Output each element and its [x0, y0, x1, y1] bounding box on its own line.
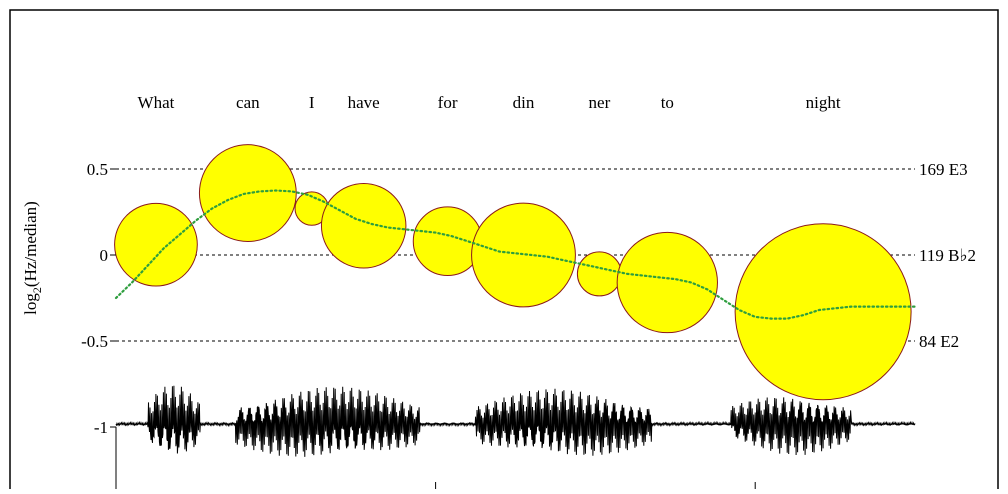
syllable-circle	[616, 231, 718, 334]
word-label: can	[236, 93, 260, 112]
y-tick-label: 0	[100, 246, 109, 265]
y-axis-title: log2(Hz/median)	[21, 201, 44, 315]
syllable-circle	[320, 183, 407, 269]
pitch-contour	[114, 189, 917, 320]
syllable-circle	[734, 223, 912, 401]
syllable-circles	[114, 144, 912, 401]
waveform-trace	[115, 385, 916, 457]
y-tick-label: -0.5	[81, 332, 108, 351]
reference-label: 84 E2	[919, 332, 959, 351]
y-tick-label: -1	[94, 418, 108, 437]
figure-frame	[9, 9, 999, 494]
pitch-contour-line	[114, 189, 917, 320]
word-label: to	[661, 93, 674, 112]
word-label: I	[309, 93, 315, 112]
syllable-circle	[576, 251, 622, 297]
word-label: for	[438, 93, 458, 112]
reference-label: 169 E3	[919, 160, 968, 179]
syllable-circle	[412, 206, 483, 277]
word-label: What	[138, 93, 175, 112]
word-label: din	[513, 93, 535, 112]
word-label: night	[806, 93, 841, 112]
waveform	[115, 385, 916, 457]
reference-label: 119 B♭2	[919, 246, 976, 265]
syllable-circle	[471, 202, 576, 308]
word-label: ner	[589, 93, 611, 112]
y-tick-label: 0.5	[87, 160, 108, 179]
word-label: have	[348, 93, 380, 112]
x-ticks	[435, 482, 756, 489]
syllable-circle	[114, 202, 198, 287]
y-axis: 0.5 0 -0.5 -1	[81, 160, 117, 489]
